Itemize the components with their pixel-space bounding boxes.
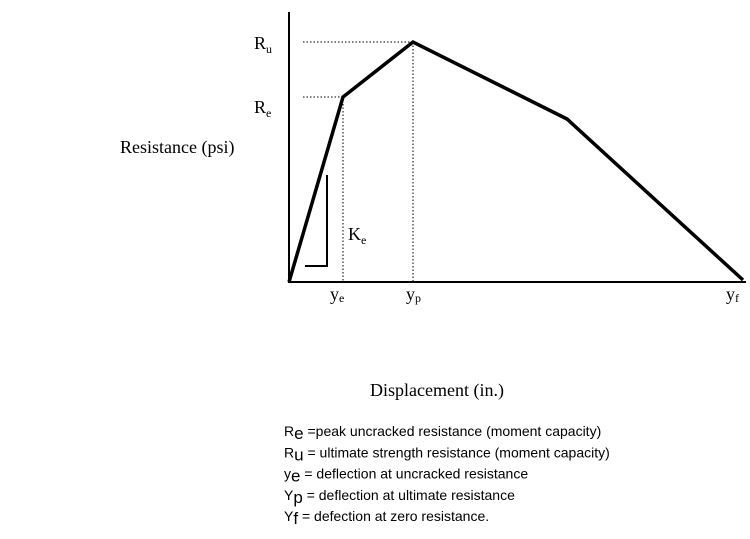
legend-subscript: u — [294, 445, 303, 464]
legend-symbol: y — [284, 466, 291, 482]
legend-text: = deflection at ultimate resistance — [303, 487, 515, 503]
label-main: y — [406, 284, 415, 304]
legend-text: = defection at zero resistance. — [298, 508, 489, 524]
label-sub: e — [339, 291, 344, 305]
ke-label: Ke — [348, 224, 366, 247]
legend-symbol: R — [284, 423, 294, 439]
legend-subscript: e — [294, 424, 303, 443]
legend-entry: ye = deflection at uncracked resistance — [284, 466, 528, 486]
label-sub: e — [361, 233, 366, 247]
legend-subscript: p — [293, 488, 302, 507]
label-sub: f — [735, 291, 739, 305]
legend-subscript: f — [293, 509, 298, 528]
legend-text: = ultimate strength resistance (moment c… — [304, 444, 610, 460]
label-main: K — [348, 224, 361, 244]
legend-symbol: Y — [284, 487, 294, 503]
legend-text: =peak uncracked resistance (moment capac… — [304, 423, 602, 439]
legend-symbol: R — [284, 444, 294, 460]
slope-marker — [305, 175, 328, 267]
label-main: y — [330, 284, 339, 304]
legend-entry: Yf = defection at zero resistance. — [284, 508, 489, 528]
guides — [303, 41, 414, 282]
resistance-curve — [287, 39, 745, 283]
legend-entry: Ru = ultimate strength resistance (momen… — [284, 444, 610, 464]
x-axis-title: Displacement (in.) — [370, 380, 504, 401]
legend-subscript: e — [291, 467, 300, 486]
label-main: R — [254, 33, 266, 53]
label-sub: u — [266, 42, 272, 56]
legend-entry: Re =peak uncracked resistance (moment ca… — [284, 423, 601, 443]
label-sub: p — [415, 291, 421, 305]
y-axis-title: Resistance (psi) — [120, 137, 234, 158]
ru-label: Ru — [254, 33, 272, 56]
legend-text: = deflection at uncracked resistance — [300, 466, 528, 482]
ye-label: ye — [330, 284, 344, 305]
label-main: R — [254, 97, 266, 117]
legend-symbol: Y — [284, 508, 294, 524]
label-main: y — [726, 284, 735, 304]
yp-label: yp — [406, 284, 421, 305]
legend: Re =peak uncracked resistance (moment ca… — [284, 423, 610, 528]
yf-label: yf — [726, 284, 739, 305]
legend-entry: Yp = deflection at ultimate resistance — [284, 487, 515, 507]
re-label: Re — [254, 97, 271, 120]
label-sub: e — [266, 106, 271, 120]
